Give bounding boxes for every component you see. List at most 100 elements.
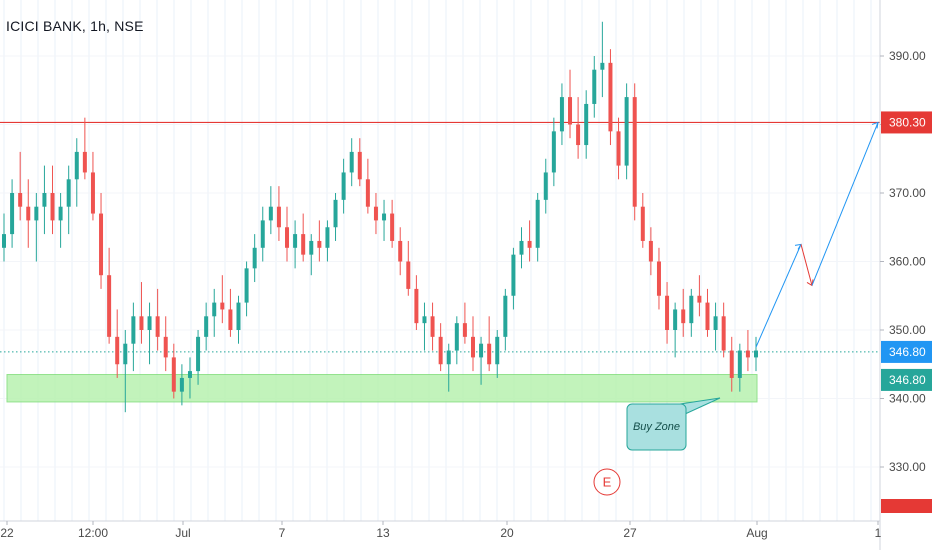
note-label: Buy Zone (633, 421, 680, 433)
candle-body (640, 206, 645, 241)
candle-body (147, 316, 152, 330)
candle-body (236, 302, 241, 330)
candle-body (568, 97, 573, 125)
candle-body (50, 193, 55, 221)
candle-body (333, 199, 338, 228)
candle-body (107, 275, 112, 337)
candle-body (592, 69, 597, 104)
event-marker[interactable]: E (593, 468, 621, 496)
candle-body (244, 268, 249, 303)
candle-body (527, 240, 532, 248)
candle-body (584, 103, 589, 146)
time-tick-label: 1 (875, 526, 882, 540)
event-circle-icon[interactable] (593, 468, 621, 496)
chart-title: ICICI BANK, 1h, NSE (6, 18, 144, 34)
candle-body (632, 97, 637, 207)
candle-body (454, 323, 459, 351)
candle-body (18, 193, 23, 207)
candle-body (689, 295, 694, 324)
price-tick-label: 390.00 (889, 49, 926, 63)
close-price-tag-label: 346.80 (889, 373, 926, 387)
candle-body (503, 295, 508, 337)
candle-body (729, 350, 734, 378)
candle-body (252, 247, 257, 269)
time-tick-label: 20 (500, 526, 514, 540)
candle-body (470, 336, 475, 358)
candle-body (220, 302, 225, 310)
candle-body (673, 309, 678, 330)
time-tick-label: 22 (0, 526, 14, 540)
candle-body (648, 240, 653, 262)
candle-body (422, 316, 427, 324)
candle-body (204, 316, 209, 337)
candle-body (608, 62, 613, 132)
candle-body (325, 227, 330, 248)
candle-body (228, 309, 233, 330)
candle-body (42, 193, 47, 207)
candle-body (382, 213, 387, 221)
candle-body (285, 227, 290, 248)
candle-body (535, 199, 540, 248)
projection-up-leg (755, 244, 802, 348)
projection-arrowhead-target (871, 121, 879, 129)
time-tick-label: 12:00 (78, 526, 108, 540)
candle-body (58, 206, 63, 221)
candle-body (123, 343, 128, 365)
candle-body (373, 206, 378, 221)
candle-body (26, 206, 31, 221)
candle-body (196, 336, 201, 372)
candle-body (341, 172, 346, 200)
last-price-tag-bg (881, 340, 932, 363)
candle-body (656, 261, 661, 296)
candle-body (82, 151, 87, 173)
close-price-tag-bg (881, 368, 932, 391)
candle-body (624, 97, 629, 166)
candle-body (713, 316, 718, 330)
candle-body (697, 295, 702, 303)
candle-body (487, 343, 492, 365)
buy-zone-note: Buy Zone (626, 397, 721, 451)
candle-body (446, 350, 451, 365)
candle-body (155, 316, 160, 337)
candle-body (495, 336, 500, 365)
candle-body (705, 302, 710, 330)
candle-body (737, 350, 742, 378)
projection-path (755, 121, 879, 348)
last-price-tag: 346.80 (881, 340, 932, 363)
candle-body (74, 151, 79, 180)
candle-body (276, 206, 281, 228)
price-tick-label: 360.00 (889, 255, 926, 269)
note-box (626, 403, 687, 451)
candle-body (430, 316, 435, 337)
candle-body (406, 261, 411, 289)
candle-body (519, 240, 524, 255)
candle-body (293, 234, 298, 248)
candle-body (398, 240, 403, 262)
time-tick-label: Aug (746, 526, 767, 540)
candle-body (301, 234, 306, 255)
candle-body (551, 131, 556, 173)
time-tick-label: Jul (175, 526, 190, 540)
resistance-price-tag-label: 380.30 (889, 115, 926, 129)
candle-body (171, 357, 176, 392)
resistance-price-tag-bg (881, 111, 932, 134)
time-axis[interactable]: 22 12:00 Jul 7 13 20 27 Aug 1 (0, 521, 882, 540)
candle-body (2, 234, 6, 248)
candle-body (34, 206, 39, 221)
candle-body (665, 295, 670, 330)
time-tick-label: 7 (279, 526, 286, 540)
candle-body (754, 350, 758, 358)
candle-body (365, 179, 370, 207)
candle-body (115, 336, 120, 365)
time-tick-label: 13 (376, 526, 390, 540)
last-price-tag-label: 346.80 (889, 345, 926, 359)
candle-body (179, 377, 184, 392)
candle-body (163, 336, 168, 358)
projection-final-leg (811, 122, 879, 286)
price-tick-label: 340.00 (889, 392, 926, 406)
candle-body (212, 302, 217, 317)
event-label: E (603, 475, 612, 490)
candle-body (414, 288, 419, 324)
candle-body (10, 193, 15, 235)
